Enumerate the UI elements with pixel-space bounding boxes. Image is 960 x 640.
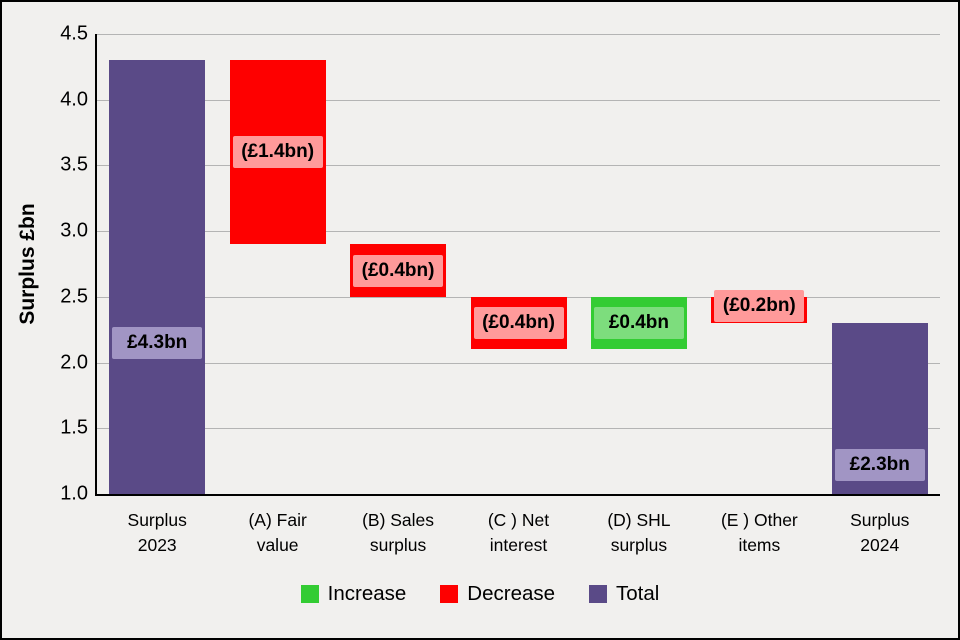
value-label-surplus-2023: £4.3bn — [112, 326, 203, 359]
legend-label: Increase — [327, 582, 407, 605]
x-category-line: surplus — [369, 535, 427, 556]
legend-swatch-increase — [300, 585, 319, 603]
legend: Increase Decrease Total — [2, 582, 958, 606]
x-category-line: items — [738, 535, 781, 556]
x-category-line: (A) Fair — [248, 510, 307, 530]
x-category-label-d-shl-surplus: (D) SHL surplus — [579, 508, 699, 559]
gridline-3.5 — [97, 165, 940, 167]
gridline-1.5 — [97, 428, 940, 430]
value-label-surplus-2024: £2.3bn — [834, 449, 925, 482]
y-tick-label-3.5: 3.5 — [60, 153, 88, 176]
y-tick-label-3.0: 3.0 — [60, 219, 88, 242]
x-category-label-b-sales-surplus: (B) Sales surplus — [338, 508, 458, 559]
x-category-label-surplus-2023: Surplus 2023 — [97, 508, 217, 559]
gridline-4.0 — [97, 99, 940, 101]
x-category-line: 2024 — [860, 535, 900, 556]
y-tick-label-4.0: 4.0 — [60, 88, 88, 111]
x-category-line: value — [256, 535, 299, 556]
legend-item-increase: Increase — [300, 582, 407, 606]
x-category-label-c-net-interest: (C ) Net interest — [458, 508, 578, 559]
y-tick-label-1.5: 1.5 — [60, 416, 88, 439]
legend-label: Decrease — [467, 582, 556, 605]
legend-swatch-decrease — [440, 585, 459, 603]
value-label-b-sales-surplus: (£0.4bn) — [353, 254, 444, 287]
gridline-4.5 — [97, 34, 940, 35]
x-category-line: interest — [489, 535, 548, 556]
value-label-d-shl-surplus: £0.4bn — [593, 307, 684, 340]
legend-label: Total — [616, 582, 660, 605]
legend-item-decrease: Decrease — [440, 582, 555, 606]
bar-surplus-2023 — [109, 60, 206, 494]
value-label-a-fair-value: (£1.4bn) — [232, 136, 323, 169]
y-tick-label-2.0: 2.0 — [60, 351, 88, 374]
legend-item-total: Total — [589, 582, 659, 606]
y-tick-label-4.5: 4.5 — [60, 22, 88, 45]
value-label-c-net-interest: (£0.4bn) — [473, 307, 564, 340]
x-category-line: (B) Sales — [362, 510, 435, 530]
x-category-line: 2023 — [137, 535, 177, 556]
x-category-line: (E ) Other — [720, 510, 798, 530]
x-category-line: (D) SHL — [607, 510, 671, 530]
x-category-line: Surplus — [850, 510, 910, 530]
x-category-label-surplus-2024: Surplus 2024 — [820, 508, 940, 559]
value-label-e-other-items: (£0.2bn) — [714, 290, 805, 323]
gridline-3.0 — [97, 231, 940, 233]
legend-swatch-total — [589, 585, 608, 603]
gridline-2.0 — [97, 362, 940, 364]
x-axis-line — [95, 494, 940, 496]
x-category-line: (C ) Net — [487, 510, 550, 530]
y-tick-label-1.0: 1.0 — [60, 482, 88, 505]
x-category-label-e-other-items: (E ) Other items — [699, 508, 819, 559]
x-category-line: Surplus — [127, 510, 187, 530]
plot-area: £4.3bn Surplus 2023 (£1.4bn) (A) Fair value (£… — [95, 34, 940, 555]
x-category-line: surplus — [610, 535, 668, 556]
y-axis-line — [95, 34, 97, 496]
y-tick-label-2.5: 2.5 — [60, 285, 88, 308]
x-category-label-a-fair-value: (A) Fair value — [217, 508, 337, 559]
